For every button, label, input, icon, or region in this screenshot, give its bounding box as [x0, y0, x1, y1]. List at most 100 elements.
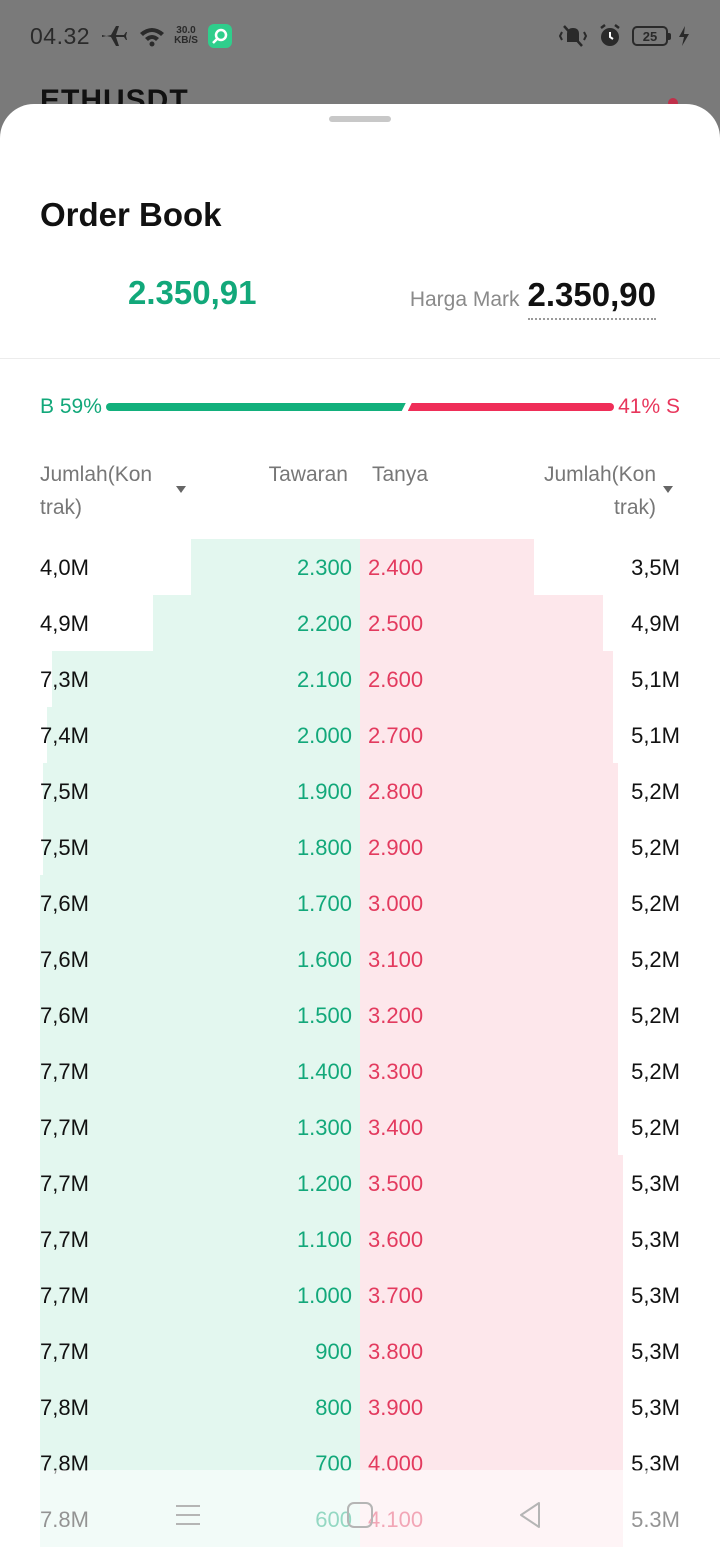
- app-notification-icon: [207, 24, 232, 48]
- buy-ratio-bar: [106, 403, 406, 411]
- ask-price-cell: 2.900: [368, 835, 424, 860]
- bid-depth-bar: [40, 1267, 360, 1323]
- ask-qty-cell: 5,2M: [631, 779, 680, 804]
- ask-depth-bar: [360, 1323, 624, 1379]
- bid-depth-bar: [40, 1379, 360, 1435]
- ask-depth-bar: [360, 707, 614, 763]
- column-header-bid-qty[interactable]: Jumlah(Kon trak): [40, 463, 153, 519]
- order-book-row[interactable]: 7,5M 1.900 2.800 5,2M: [0, 763, 720, 819]
- order-book-row[interactable]: 7,7M 1.000 3.700 5,3M: [0, 1267, 720, 1323]
- background-notification-dot: [668, 98, 678, 108]
- column-header-bid: Tawaran: [268, 463, 348, 486]
- back-icon[interactable]: [505, 1492, 555, 1538]
- ask-qty-cell: 5,2M: [631, 1059, 680, 1084]
- ask-qty-cell: 5,2M: [631, 891, 680, 916]
- ask-price-cell: 2.700: [368, 723, 424, 748]
- ask-qty-cell: 5,2M: [631, 947, 680, 972]
- buy-sell-ratio: B 59% 41% S: [40, 394, 680, 420]
- order-book-row[interactable]: 7,3M 2.100 2.600 5,1M: [0, 651, 720, 707]
- bid-price-cell: 1.200: [296, 1171, 352, 1196]
- bid-price-cell: 1.400: [296, 1059, 352, 1084]
- bid-price-cell: 2.200: [296, 611, 352, 636]
- ask-price-cell: 3.800: [368, 1339, 424, 1364]
- bid-qty-cell: 7,8M: [40, 1395, 89, 1420]
- sheet-drag-handle[interactable]: [329, 116, 391, 122]
- bid-depth-bar: [152, 595, 360, 651]
- bid-qty-cell: 7,3M: [40, 667, 89, 692]
- last-price: 2.350,91: [128, 274, 257, 311]
- order-book-row[interactable]: 7,7M 1.300 3.400 5,2M: [0, 1099, 720, 1155]
- ask-qty-cell: 5,2M: [631, 1003, 680, 1028]
- net-speed-value: 30.0: [176, 25, 196, 36]
- ask-price-cell: 3.700: [368, 1283, 424, 1308]
- ask-depth-bar: [360, 1043, 619, 1099]
- order-book-row[interactable]: 7,7M 1.200 3.500 5,3M: [0, 1155, 720, 1211]
- ask-depth-bar: [360, 1379, 624, 1435]
- ask-price-cell: 3.500: [368, 1171, 424, 1196]
- order-book-row[interactable]: 7,4M 2.000 2.700 5,1M: [0, 707, 720, 763]
- bid-price-cell: 800: [315, 1395, 352, 1420]
- ask-price-cell: 3.100: [368, 947, 424, 972]
- order-book-row[interactable]: 7,7M 900 3.800 5,3M: [0, 1323, 720, 1379]
- menu-icon[interactable]: [163, 1492, 213, 1538]
- ask-qty-cell: 5,3M: [631, 1227, 680, 1252]
- bid-price-cell: 2.000: [296, 723, 352, 748]
- column-header-ask-qty[interactable]: Jumlah(Kon trak): [543, 463, 656, 519]
- order-book-row[interactable]: 4,0M 2.300 2.400 3,5M: [0, 539, 720, 595]
- bid-qty-cell: 7,4M: [40, 723, 89, 748]
- bid-qty-cell: 7,7M: [40, 1283, 89, 1308]
- ask-qty-cell: 5,3M: [631, 1283, 680, 1308]
- order-book-row[interactable]: 7,7M 1.100 3.600 5,3M: [0, 1211, 720, 1267]
- bid-depth-bar: [47, 707, 360, 763]
- chevron-down-icon[interactable]: [663, 486, 673, 493]
- ratio-bars: [106, 403, 615, 411]
- bid-price-cell: 1.900: [296, 779, 352, 804]
- order-book-row[interactable]: 7,6M 1.700 3.000 5,2M: [0, 875, 720, 931]
- ask-depth-bar: [360, 763, 619, 819]
- ask-price-cell: 3.300: [368, 1059, 424, 1084]
- ask-price-cell: 2.400: [368, 555, 424, 580]
- order-book-row[interactable]: 7,5M 1.800 2.900 5,2M: [0, 819, 720, 875]
- airplane-icon: [100, 24, 128, 48]
- column-header-ask: Tanya: [372, 463, 429, 486]
- order-book-row[interactable]: 7,6M 1.600 3.100 5,2M: [0, 931, 720, 987]
- bid-qty-cell: 7,7M: [40, 1115, 89, 1140]
- bid-qty-cell: 7,7M: [40, 1171, 89, 1196]
- ask-price-cell: 2.600: [368, 667, 424, 692]
- chevron-down-icon[interactable]: [176, 486, 186, 493]
- bid-price-cell: 1.500: [296, 1003, 352, 1028]
- ask-qty-cell: 5,3M: [631, 1171, 680, 1196]
- ask-depth-bar: [360, 1099, 619, 1155]
- bid-qty-cell: 7,6M: [40, 947, 89, 972]
- order-book-row[interactable]: 7,6M 1.500 3.200 5,2M: [0, 987, 720, 1043]
- ask-depth-bar: [360, 1267, 624, 1323]
- bid-price-cell: 1.100: [296, 1227, 352, 1252]
- bid-depth-bar: [40, 1043, 360, 1099]
- ask-depth-bar: [360, 1155, 624, 1211]
- vibrate-icon: [558, 24, 588, 48]
- ask-qty-cell: 5,2M: [631, 1115, 680, 1140]
- bid-depth-bar: [40, 1211, 360, 1267]
- bid-depth-bar: [40, 987, 360, 1043]
- ask-depth-bar: [360, 875, 619, 931]
- bid-depth-bar: [40, 1099, 360, 1155]
- ask-price-cell: 3.200: [368, 1003, 424, 1028]
- ask-qty-cell: 5,2M: [631, 835, 680, 860]
- ask-depth-bar: [360, 595, 604, 651]
- order-book-row[interactable]: 4,9M 2.200 2.500 4,9M: [0, 595, 720, 651]
- bid-depth-bar: [40, 1323, 360, 1379]
- network-speed: 30.0 KB/S: [174, 26, 198, 46]
- home-icon[interactable]: [335, 1492, 385, 1538]
- order-book-row[interactable]: 7,8M 800 3.900 5,3M: [0, 1379, 720, 1435]
- mark-price-block[interactable]: Harga Mark 2.350,90: [410, 276, 656, 320]
- divider: [0, 358, 720, 359]
- ask-price-cell: 2.500: [368, 611, 424, 636]
- order-book-row[interactable]: 7,7M 1.400 3.300 5,2M: [0, 1043, 720, 1099]
- ask-price-cell: 3.000: [368, 891, 424, 916]
- ask-qty-cell: 3,5M: [631, 555, 680, 580]
- mark-price-value[interactable]: 2.350,90: [527, 276, 656, 320]
- bid-price-cell: 1.700: [296, 891, 352, 916]
- bid-qty-cell: 4,0M: [40, 555, 89, 580]
- ask-depth-bar: [360, 819, 619, 875]
- ask-qty-cell: 5,3M: [631, 1395, 680, 1420]
